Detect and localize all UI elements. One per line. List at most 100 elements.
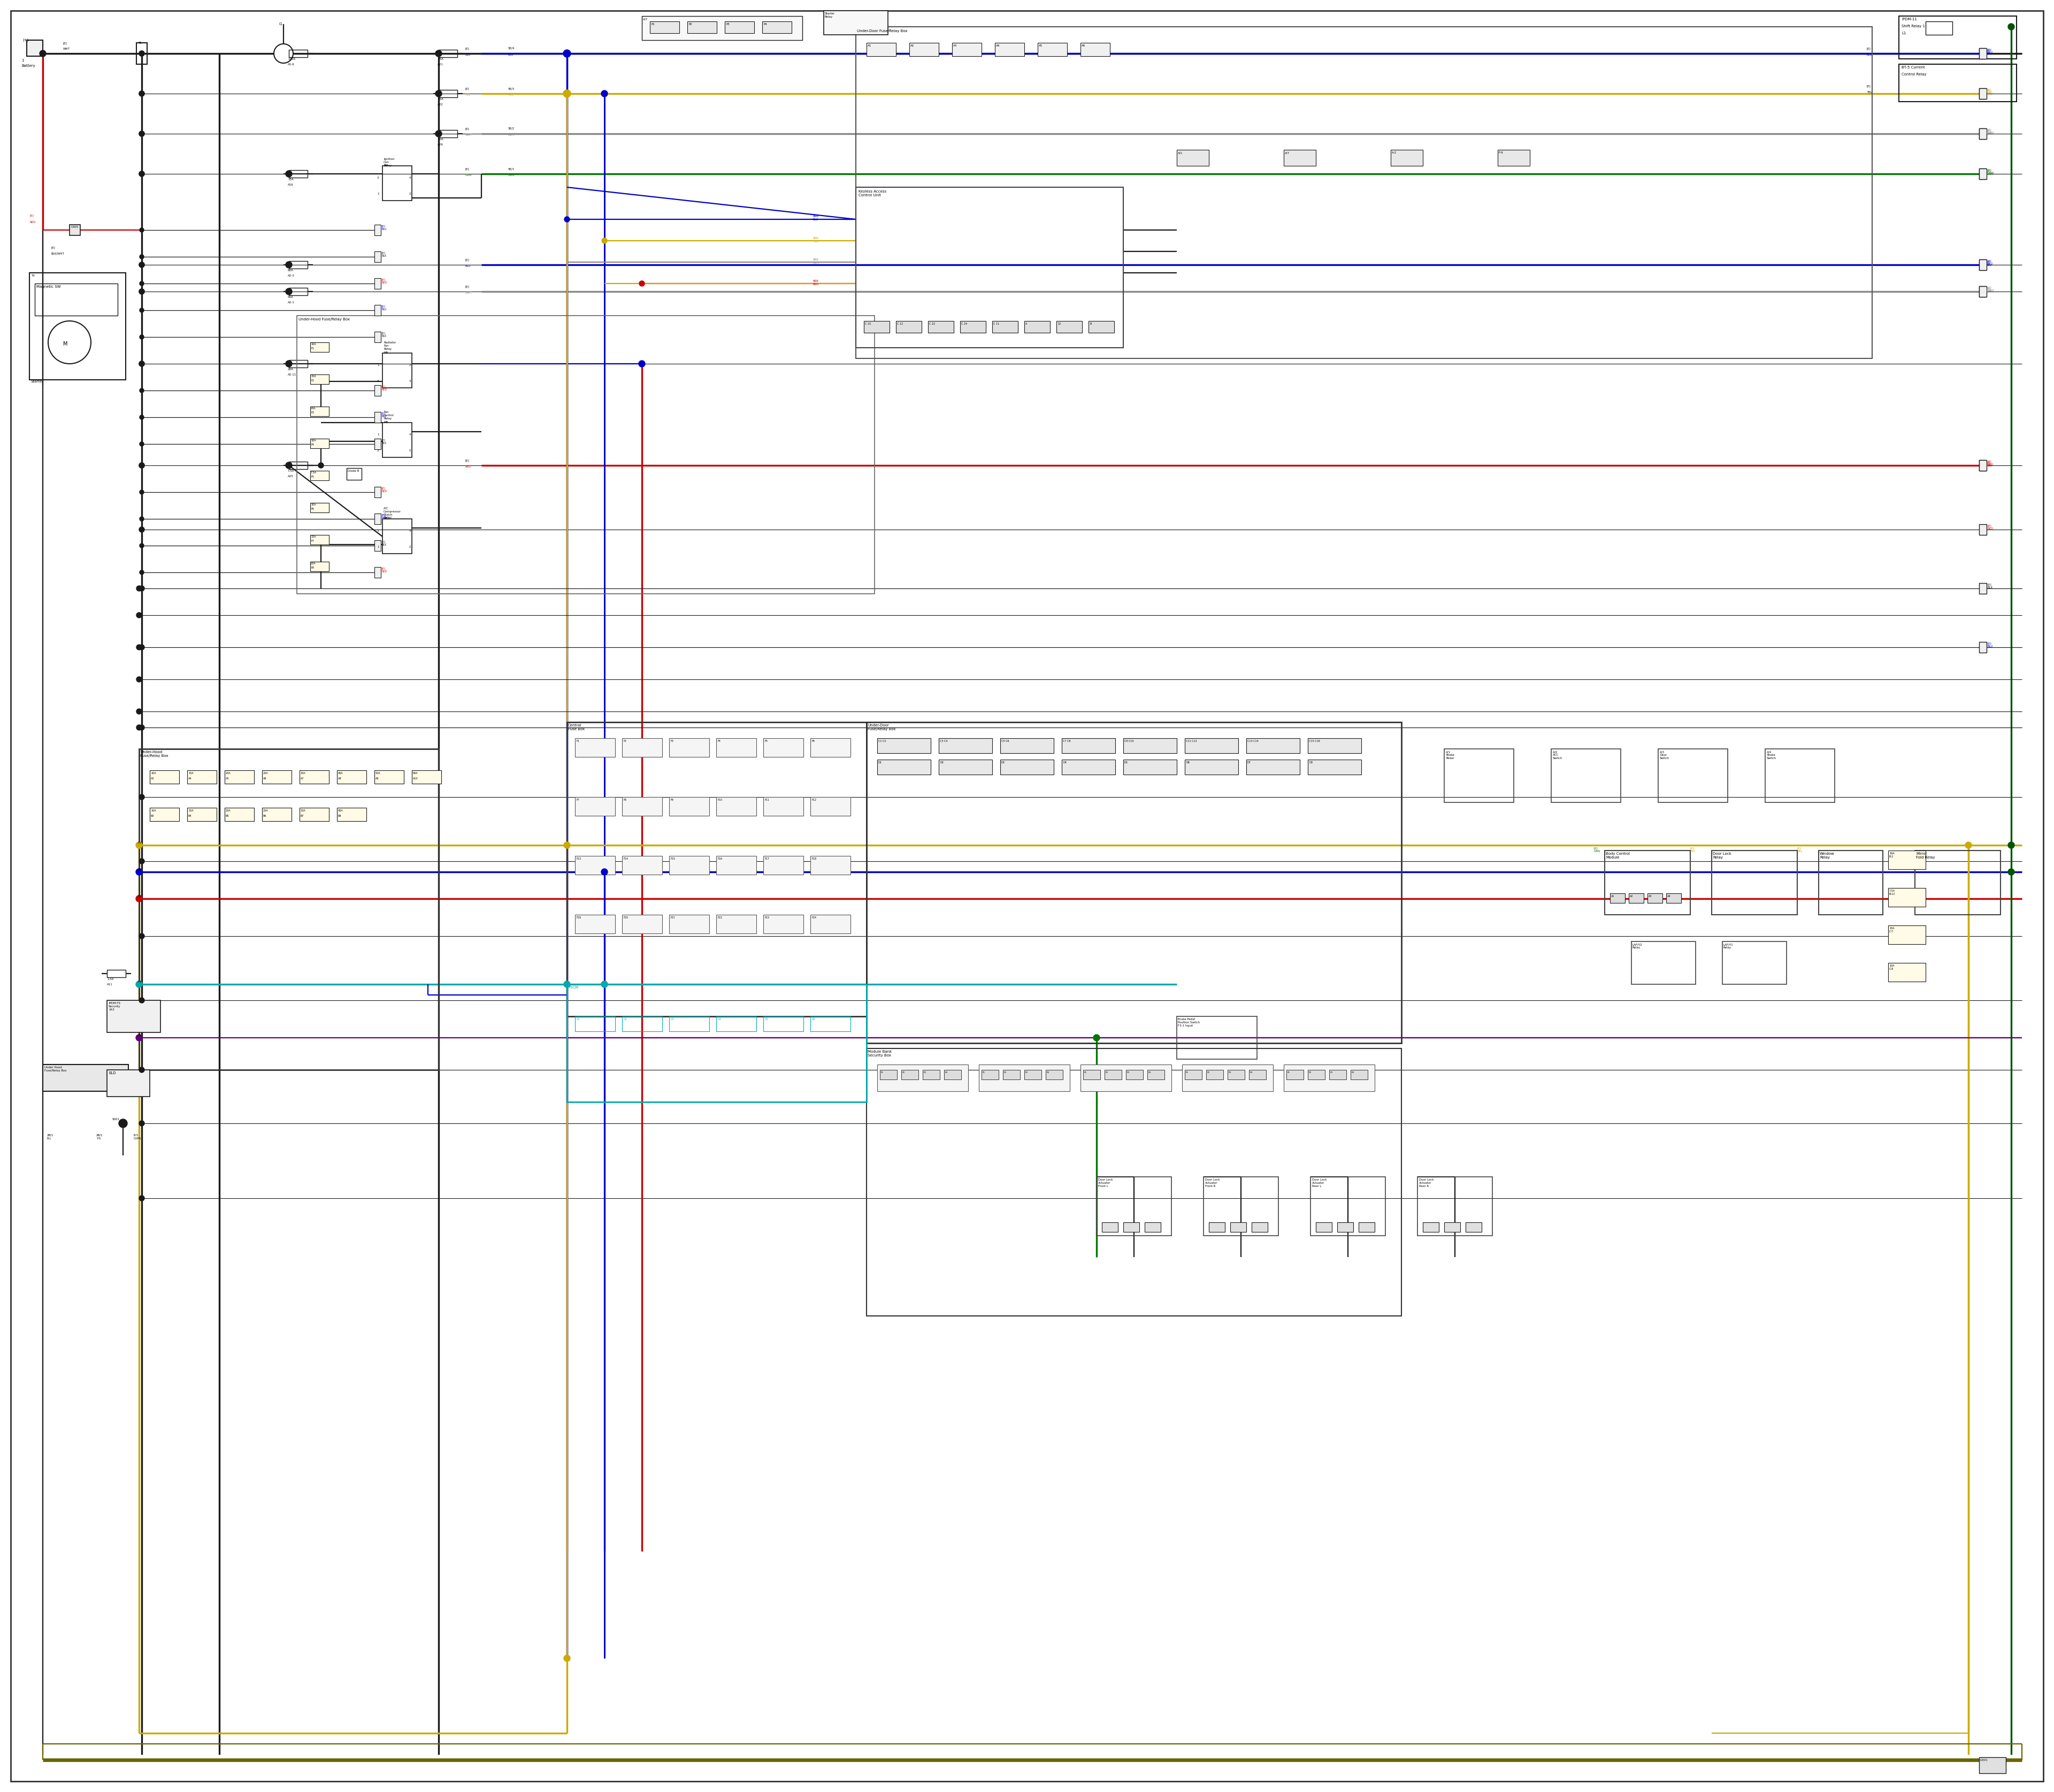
- Bar: [310, 561, 329, 572]
- Circle shape: [563, 50, 571, 57]
- Circle shape: [2009, 869, 2015, 874]
- Bar: [994, 43, 1025, 56]
- Circle shape: [286, 360, 292, 366]
- Text: A1: A1: [1610, 894, 1614, 898]
- Circle shape: [140, 489, 144, 495]
- Text: P2: P2: [1208, 1072, 1210, 1073]
- Text: F13: F13: [575, 858, 581, 860]
- Circle shape: [639, 360, 645, 367]
- Text: 15A: 15A: [438, 57, 444, 61]
- Text: [E]
YEL: [E] YEL: [1986, 90, 1992, 95]
- Bar: [440, 50, 458, 57]
- Bar: [1358, 1222, 1374, 1231]
- Text: Central
Fuse Box: Central Fuse Box: [569, 724, 585, 731]
- Bar: [347, 468, 362, 480]
- Text: 10A
C-8: 10A C-8: [1890, 964, 1894, 969]
- Text: C13 C14: C13 C14: [1247, 740, 1259, 742]
- Text: WHT: WHT: [466, 292, 472, 294]
- Text: A7: A7: [300, 778, 304, 780]
- Bar: [1980, 48, 1986, 59]
- Circle shape: [140, 131, 144, 136]
- Circle shape: [140, 389, 144, 392]
- Text: P1: P1: [651, 23, 655, 25]
- Bar: [622, 738, 661, 756]
- Text: Under-Door
Fuse/Relay Box: Under-Door Fuse/Relay Box: [867, 724, 896, 731]
- Text: A2: A2: [910, 45, 914, 47]
- Text: Body Control
Module: Body Control Module: [1606, 853, 1629, 858]
- Text: F3: F3: [310, 412, 314, 414]
- Text: [E]
YEL: [E] YEL: [1797, 848, 1803, 853]
- Bar: [717, 797, 756, 815]
- Bar: [1105, 1070, 1121, 1079]
- Text: 15A: 15A: [310, 375, 316, 378]
- Text: P2: P2: [1308, 1072, 1313, 1073]
- Bar: [1980, 88, 1986, 99]
- Text: [E]
YEL: [E] YEL: [1988, 88, 1992, 93]
- Text: TEL: TEL: [1867, 91, 1871, 93]
- Text: F11: F11: [764, 799, 768, 801]
- Bar: [1818, 851, 1884, 914]
- Bar: [811, 914, 850, 934]
- Text: YEL: YEL: [466, 93, 470, 97]
- Bar: [567, 984, 867, 1102]
- Text: 2B/1
Y-S: 2B/1 Y-S: [97, 1134, 103, 1140]
- Bar: [1980, 260, 1986, 271]
- Text: [E]: [E]: [466, 459, 470, 462]
- Bar: [622, 797, 661, 815]
- Text: [E]
GRN: [E] GRN: [1986, 170, 1992, 176]
- Text: P5: P5: [138, 1034, 142, 1038]
- Circle shape: [286, 170, 292, 177]
- Bar: [43, 1064, 127, 1091]
- Text: C1 C2: C1 C2: [879, 740, 885, 742]
- Bar: [413, 771, 442, 783]
- Circle shape: [140, 228, 144, 233]
- Circle shape: [602, 869, 608, 874]
- Text: [E]: [E]: [1867, 84, 1871, 88]
- Bar: [670, 1016, 709, 1032]
- Circle shape: [136, 613, 142, 618]
- Text: A4: A4: [996, 45, 1000, 47]
- Text: A29: A29: [438, 143, 444, 145]
- Circle shape: [140, 1195, 144, 1201]
- Bar: [1148, 1070, 1165, 1079]
- Text: A4: A4: [189, 778, 191, 780]
- Bar: [1980, 525, 1986, 536]
- Bar: [374, 412, 380, 423]
- Circle shape: [140, 543, 144, 548]
- Text: P2: P2: [138, 867, 142, 871]
- Bar: [1647, 894, 1662, 903]
- Bar: [1914, 851, 2001, 914]
- Bar: [717, 738, 756, 756]
- Text: [E]
WHT: [E] WHT: [1986, 287, 1994, 294]
- Text: [E]
BLU: [E] BLU: [1988, 260, 1992, 265]
- Text: 50A: 50A: [288, 296, 294, 299]
- Text: P4: P4: [1352, 1072, 1354, 1073]
- Text: Under-Door Fuse/Relay Box: Under-Door Fuse/Relay Box: [857, 29, 908, 32]
- Text: B4: B4: [189, 815, 191, 817]
- Circle shape: [140, 289, 144, 294]
- Bar: [928, 321, 953, 333]
- Text: P4: P4: [1048, 1072, 1050, 1073]
- Text: A22: A22: [438, 104, 444, 106]
- Bar: [1723, 941, 1787, 984]
- Circle shape: [435, 50, 442, 57]
- Text: 20A: 20A: [226, 810, 230, 812]
- Bar: [310, 536, 329, 545]
- Text: [E]
GRN: [E] GRN: [1594, 848, 1600, 853]
- Text: 20A: 20A: [226, 772, 230, 774]
- Text: [E]
BLU: [E] BLU: [1986, 48, 1992, 56]
- Text: 15A: 15A: [189, 772, 193, 774]
- Text: F2: F2: [310, 380, 314, 382]
- Bar: [1980, 287, 1986, 297]
- Bar: [811, 1016, 850, 1032]
- Text: F7: F7: [575, 799, 579, 801]
- Bar: [1764, 749, 1834, 803]
- Text: [E]
BLU: [E] BLU: [382, 412, 386, 418]
- Bar: [1888, 851, 1927, 869]
- Text: D1: D1: [879, 762, 881, 763]
- Bar: [867, 43, 896, 56]
- Text: 10A: 10A: [438, 138, 444, 142]
- Text: [E]: [E]: [1867, 47, 1871, 50]
- Text: F14: F14: [622, 858, 629, 860]
- Text: 15A: 15A: [310, 536, 316, 538]
